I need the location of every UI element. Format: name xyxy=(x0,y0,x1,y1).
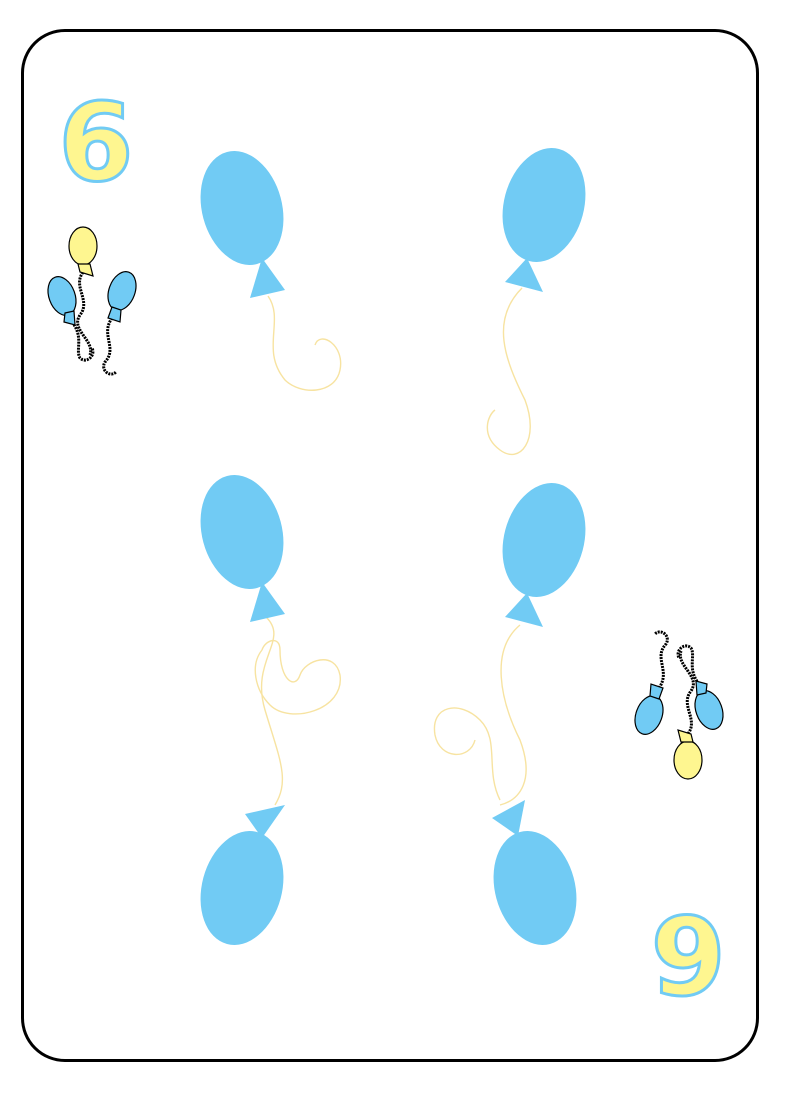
balloon-pip-4-icon xyxy=(502,483,586,627)
balloon-pip-5-icon xyxy=(200,805,285,945)
balloon-pip-2-icon xyxy=(502,148,586,292)
balloon-pip-1-icon xyxy=(200,151,285,298)
suit-balloons-icon-bottom xyxy=(634,630,724,780)
rank-index-bottom: 6 xyxy=(650,890,725,1015)
balloon-strings xyxy=(254,287,531,806)
balloon-pip-3-icon xyxy=(200,475,285,622)
balloon-pip-6-icon xyxy=(492,800,577,945)
rank-index-top: 6 xyxy=(58,81,133,206)
playing-card xyxy=(21,29,759,1062)
suit-balloons-icon-top xyxy=(47,226,137,376)
